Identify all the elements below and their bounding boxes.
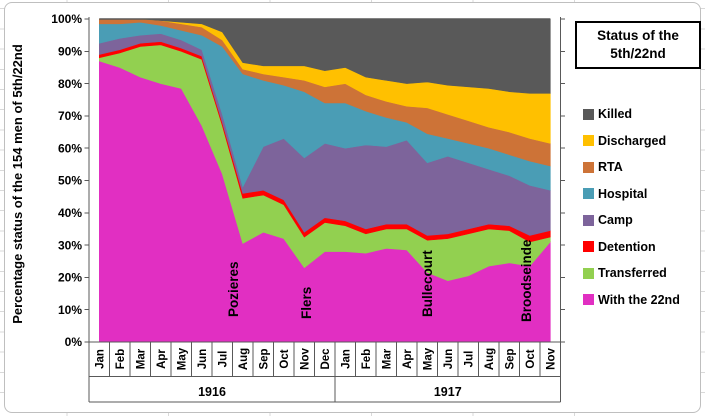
y-tick-label: 90%	[58, 45, 82, 59]
x-tick-label-month: May	[423, 347, 435, 370]
y-axis-title: Percentage status of the 154 men of 5th/…	[10, 44, 25, 324]
x-tick-label-month: Dec	[320, 348, 332, 370]
annotation-pozieres: Pozieres	[226, 261, 241, 317]
legend-item-detention[interactable]: Detention	[573, 234, 705, 261]
x-axis-year-label: 1917	[434, 385, 462, 399]
y-tick-label: 10%	[58, 303, 82, 317]
legend-item-label: Hospital	[598, 186, 648, 201]
legend-item-camp[interactable]: Camp	[573, 207, 705, 234]
legend-swatch-icon	[583, 161, 594, 173]
x-tick-label-month: Nov	[300, 348, 312, 370]
legend-swatch-icon	[583, 267, 594, 279]
legend-swatch-icon	[583, 241, 594, 253]
legend: Status of the 5th/22nd Killed Discharged R…	[573, 21, 705, 313]
legend-item-with-the-22nd[interactable]: With the 22nd	[573, 287, 705, 314]
y-tick-label: 50%	[58, 174, 82, 188]
stacked-area-plot: 0% 10% 20% 30% 40% 50% 60% 70% 80% 90% 100% Jan Feb M…	[51, 12, 565, 403]
y-tick-label: 80%	[58, 77, 82, 91]
x-tick-label-month: Jan	[341, 349, 353, 369]
y-tick-label: 70%	[58, 109, 82, 123]
legend-item-label: Killed	[598, 107, 633, 122]
x-tick-label-month: Feb	[361, 349, 373, 369]
y-tick-label: 100%	[51, 12, 82, 26]
legend-item-killed[interactable]: Killed	[573, 101, 705, 128]
legend-item-label: With the 22nd	[598, 292, 680, 307]
annotation-broodseinde: Broodseinde	[519, 239, 534, 322]
legend-item-label: Discharged	[598, 133, 667, 148]
legend-swatch-icon	[583, 188, 594, 200]
x-tick-label-month: May	[177, 347, 189, 370]
x-tick-label-month: Mar	[382, 348, 394, 369]
legend-item-rta[interactable]: RTA	[573, 154, 705, 181]
x-tick-label-month: Jul	[218, 351, 230, 368]
y-tick-label: 60%	[58, 141, 82, 155]
x-tick-label-month: Jan	[95, 349, 107, 369]
chart-panel: 0% 10% 20% 30% 40% 50% 60% 70% 80% 90% 100% Jan Feb M…	[4, 2, 701, 413]
x-tick-label-month: Sep	[505, 348, 517, 369]
x-tick-label-month: Apr	[156, 349, 168, 369]
x-axis-year-label: 1916	[198, 385, 226, 399]
x-tick-label-month: Apr	[402, 349, 414, 369]
x-tick-label-month: Sep	[259, 348, 271, 369]
legend-title-box: Status of the 5th/22nd	[575, 21, 701, 69]
y-tick-label: 30%	[58, 238, 82, 252]
x-tick-label-month: Oct	[525, 349, 537, 368]
x-tick-label-month: Oct	[279, 349, 291, 368]
legend-item-label: Detention	[598, 239, 656, 254]
legend-swatch-icon	[583, 214, 594, 226]
x-tick-label-month: Aug	[484, 348, 496, 370]
x-tick-label-month: Jun	[443, 349, 455, 369]
y-tick-label: 20%	[58, 271, 82, 285]
annotation-bullecourt: Bullecourt	[420, 250, 435, 317]
x-tick-label-month: Feb	[115, 349, 127, 369]
legend-item-transferred[interactable]: Transferred	[573, 260, 705, 287]
x-tick-label-month: Nov	[546, 348, 558, 370]
legend-item-label: RTA	[598, 160, 623, 175]
legend-swatch-icon	[583, 294, 594, 306]
x-tick-label-month: Aug	[238, 348, 250, 370]
legend-swatch-icon	[583, 135, 594, 147]
legend-item-discharged[interactable]: Discharged	[573, 128, 705, 155]
y-tick-label: 0%	[65, 335, 83, 349]
legend-item-label: Transferred	[598, 266, 667, 281]
annotation-flers: Flers	[299, 287, 314, 319]
legend-item-label: Camp	[598, 213, 633, 228]
legend-title-line1: Status of the	[597, 27, 679, 43]
x-tick-label-month: Jul	[464, 351, 476, 368]
x-tick-label-month: Jun	[197, 349, 209, 369]
legend-swatch-icon	[583, 108, 594, 120]
y-tick-label: 40%	[58, 206, 82, 220]
x-tick-label-month: Mar	[136, 348, 148, 369]
legend-items: Killed Discharged RTA Hospital Camp Detention…	[573, 101, 705, 313]
legend-title-line2: 5th/22nd	[610, 46, 666, 61]
legend-item-hospital[interactable]: Hospital	[573, 181, 705, 208]
